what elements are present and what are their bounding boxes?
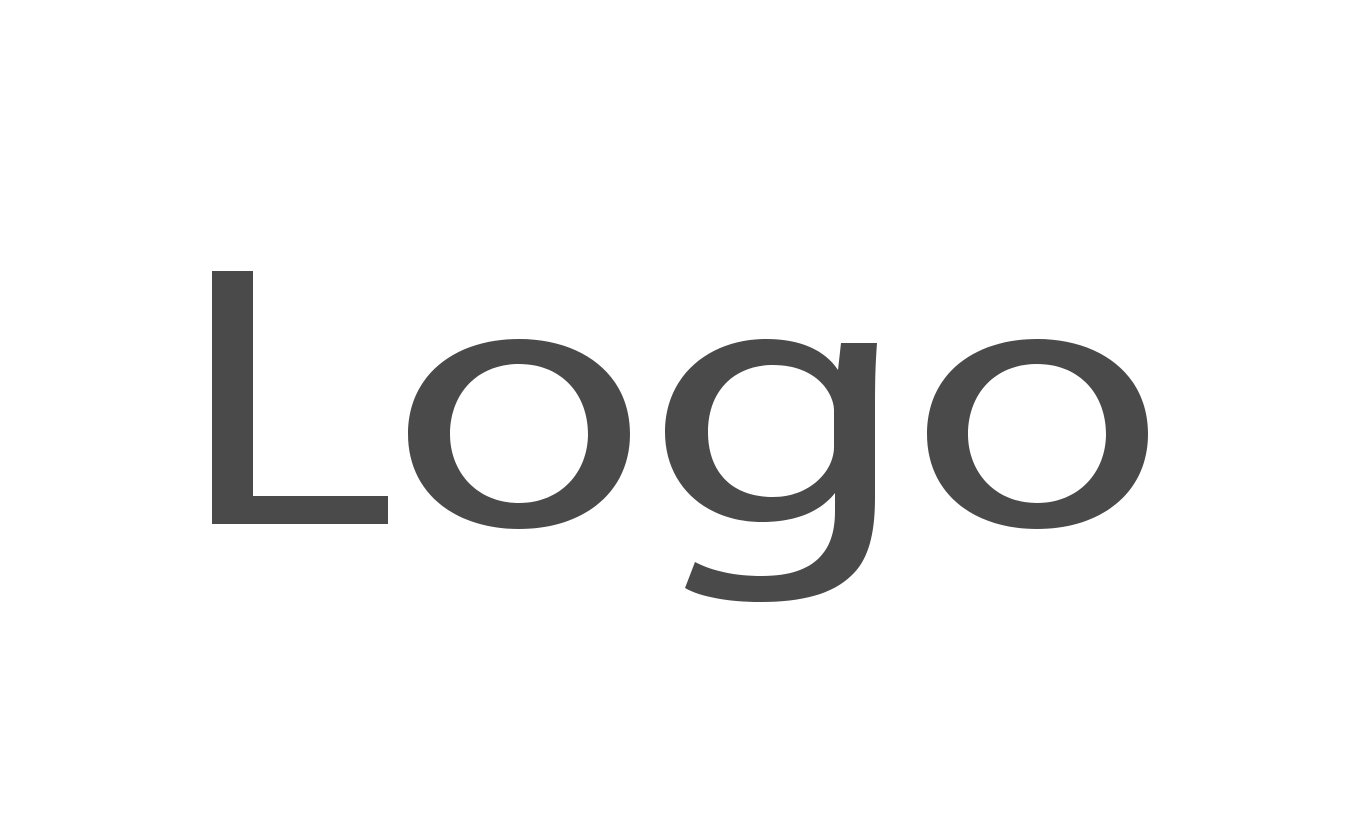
logo-letter-g [665, 339, 877, 602]
logo-letter-o-first [408, 339, 630, 529]
logo-letters [212, 271, 1148, 602]
logo-letter-l [212, 271, 388, 524]
logo-letter-o-second [927, 339, 1148, 529]
